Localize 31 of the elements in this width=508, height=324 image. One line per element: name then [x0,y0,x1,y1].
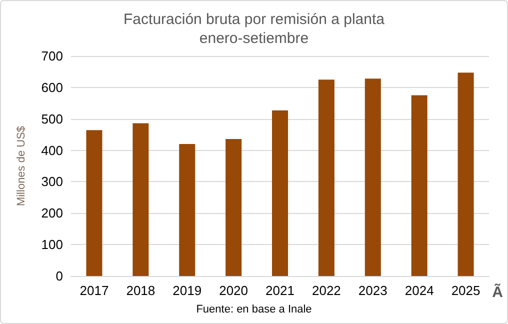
x-tick-label: 2019 [172,283,202,298]
y-tick-label: 700 [41,48,63,64]
source-note: Fuente: en base a Inale [196,304,312,316]
x-tick-label: 2017 [80,283,109,298]
bar [272,110,288,276]
x-tick-label: 2023 [358,283,388,298]
y-tick-label: 600 [41,80,63,95]
y-tick-label: 400 [41,142,63,158]
x-tick-label: 2020 [219,283,248,298]
bar [226,138,242,276]
y-axis-title: Millones de US$ [16,126,28,206]
chart-title: Facturación bruta por remisión a planta [124,11,386,28]
chart-subtitle: enero-setiembre [199,30,309,47]
y-tick-label: 0 [56,268,63,284]
x-tick-label: 2025 [451,283,480,298]
x-tick-label: 2018 [126,283,156,298]
y-tick-label: 200 [41,206,63,221]
x-tick-label: 2024 [404,283,434,298]
y-tick-label: 500 [41,111,63,126]
bar [318,80,334,276]
bar [458,72,474,276]
y-tick-label: 300 [41,174,63,190]
y-tick-label: 100 [41,237,63,252]
text: Ã [492,283,504,301]
bar [132,123,149,276]
x-tick-label: 2021 [266,283,294,298]
bar [86,130,102,276]
bar [179,144,196,276]
bar [364,78,381,276]
x-tick-label: 2022 [312,283,341,298]
bar [411,95,428,276]
